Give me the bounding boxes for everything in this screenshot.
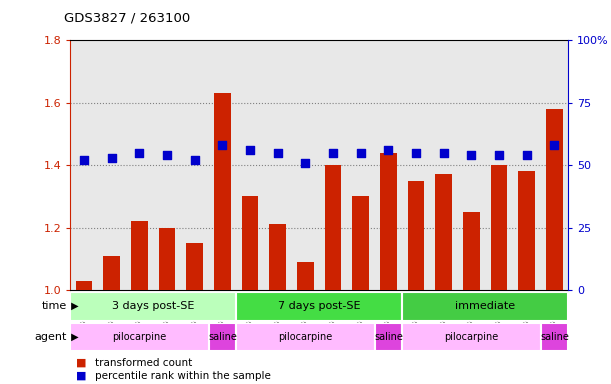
Bar	[208, 323, 236, 351]
Bar	[70, 323, 208, 351]
Point	[384, 147, 393, 153]
Text: ▶: ▶	[68, 332, 79, 342]
Bar	[402, 323, 541, 351]
Text: saline: saline	[208, 332, 237, 342]
Bar	[380, 153, 397, 290]
Bar	[131, 221, 148, 290]
Text: saline: saline	[374, 332, 403, 342]
Bar	[353, 196, 369, 290]
Bar	[436, 174, 452, 290]
Bar	[186, 243, 203, 290]
Text: 7 days post-SE: 7 days post-SE	[278, 301, 360, 311]
Bar	[242, 196, 258, 290]
Bar	[70, 292, 236, 321]
Text: pilocarpine: pilocarpine	[112, 332, 167, 342]
Point	[79, 157, 89, 163]
Bar	[159, 228, 175, 290]
Bar	[76, 281, 92, 290]
Bar	[325, 165, 342, 290]
Bar	[103, 256, 120, 290]
Point	[218, 142, 227, 148]
Bar	[214, 93, 231, 290]
Point	[549, 142, 559, 148]
Text: pilocarpine: pilocarpine	[444, 332, 499, 342]
Bar	[408, 181, 425, 290]
Text: immediate: immediate	[455, 301, 515, 311]
Point	[356, 149, 365, 156]
Bar	[491, 165, 507, 290]
Text: agent: agent	[35, 332, 67, 342]
Point	[301, 160, 310, 166]
Bar	[463, 212, 480, 290]
Point	[162, 152, 172, 158]
Text: ▶: ▶	[68, 301, 79, 311]
Text: time: time	[42, 301, 67, 311]
Bar	[236, 292, 402, 321]
Bar	[518, 171, 535, 290]
Bar	[541, 323, 568, 351]
Point	[328, 149, 338, 156]
Bar	[546, 109, 563, 290]
Point	[245, 147, 255, 153]
Point	[134, 149, 144, 156]
Point	[467, 152, 477, 158]
Point	[273, 149, 283, 156]
Text: 3 days post-SE: 3 days post-SE	[112, 301, 194, 311]
Point	[107, 155, 117, 161]
Text: ■: ■	[76, 358, 87, 368]
Text: percentile rank within the sample: percentile rank within the sample	[95, 371, 271, 381]
Text: pilocarpine: pilocarpine	[278, 332, 332, 342]
Text: saline: saline	[540, 332, 569, 342]
Bar	[236, 323, 375, 351]
Text: GDS3827 / 263100: GDS3827 / 263100	[64, 12, 191, 25]
Point	[522, 152, 532, 158]
Point	[411, 149, 421, 156]
Bar	[297, 262, 313, 290]
Point	[494, 152, 504, 158]
Bar	[375, 323, 402, 351]
Point	[439, 149, 448, 156]
Point	[190, 157, 200, 163]
Bar	[269, 224, 286, 290]
Bar	[402, 292, 568, 321]
Text: ■: ■	[76, 371, 87, 381]
Text: transformed count: transformed count	[95, 358, 192, 368]
